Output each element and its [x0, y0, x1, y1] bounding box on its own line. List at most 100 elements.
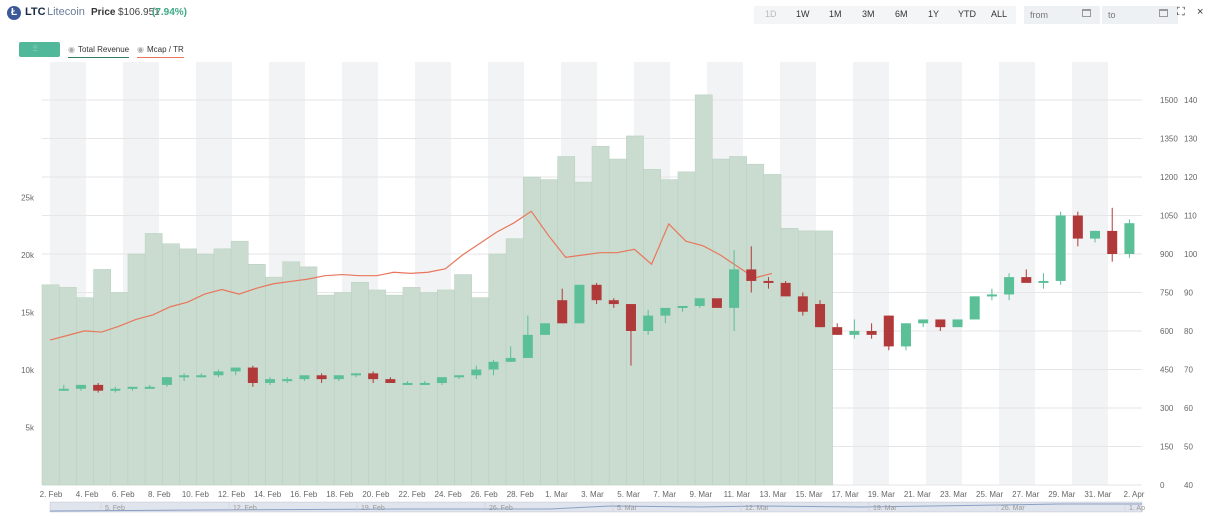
x-tick: 18. Feb: [326, 490, 354, 499]
x-tick: 8. Feb: [148, 490, 171, 499]
revenue-tick: 0: [1160, 481, 1165, 490]
revenue-tick: 300: [1160, 404, 1174, 413]
candle: [368, 373, 379, 380]
calendar-icon[interactable]: [1082, 9, 1091, 17]
range-selector: 1D 1W 1M 3M 6M 1Y YTD ALL: [754, 6, 1016, 24]
candle: [935, 319, 946, 328]
candle: [557, 300, 568, 324]
left-tick: 20k: [21, 251, 35, 260]
revenue-bar: [93, 269, 111, 486]
candlestick-toggle-button[interactable]: ⫶⫶: [19, 42, 60, 57]
revenue-bar: [213, 248, 232, 486]
navigator-label: 5. Feb: [105, 505, 125, 512]
range-1w-button[interactable]: 1W: [796, 9, 810, 19]
revenue-bar: [780, 228, 799, 486]
x-tick: 9. Mar: [689, 490, 712, 499]
candle: [625, 304, 636, 331]
candle: [1055, 215, 1066, 281]
x-tick: 1. Mar: [545, 490, 568, 499]
candle: [797, 296, 808, 312]
candle: [1072, 215, 1083, 239]
revenue-bar: [591, 145, 610, 486]
candle: [402, 382, 413, 385]
x-tick: 11. Mar: [724, 490, 751, 499]
revenue-tick: 750: [1160, 289, 1174, 298]
revenue-bar: [694, 94, 713, 486]
litecoin-icon: Ł: [7, 6, 21, 20]
revenue-bar: [58, 287, 77, 486]
candle: [488, 361, 499, 370]
x-tick: 10. Feb: [182, 490, 210, 499]
x-tick: 20. Feb: [362, 490, 390, 499]
range-1m-button[interactable]: 1M: [829, 9, 842, 19]
coin-name: Litecoin: [47, 6, 85, 18]
candle: [608, 300, 619, 305]
x-tick: 6. Feb: [112, 490, 135, 499]
calendar-icon[interactable]: [1159, 9, 1168, 17]
legend-item-total-revenue[interactable]: ◉ Total Revenue: [68, 45, 130, 58]
x-tick: 2. Apr: [1124, 490, 1145, 499]
candle: [1124, 223, 1135, 254]
revenue-bar: [729, 156, 747, 486]
navigator-label: 1. Ap: [1129, 505, 1145, 512]
range-3m-button[interactable]: 3M: [862, 9, 875, 19]
price-tick: 40: [1184, 481, 1193, 490]
band: [1072, 62, 1108, 485]
candle: [350, 373, 361, 376]
candle: [643, 315, 654, 331]
legend-item-mcap-tr[interactable]: ◉ Mcap / TR: [137, 45, 184, 58]
candle: [763, 280, 774, 283]
candle: [419, 382, 430, 385]
range-1y-button[interactable]: 1Y: [928, 9, 940, 19]
range-all-button[interactable]: ALL: [991, 9, 1008, 19]
navigator: 5. Feb 12. Feb 19. Feb 26. Feb 5. Mar 12. Mar…: [49, 501, 1145, 513]
navigator-label: 5. Mar: [617, 505, 638, 512]
revenue-bar: [333, 292, 352, 486]
revenue-tick: 1200: [1160, 173, 1178, 182]
price-value: $106.951: [118, 7, 160, 18]
candle: [196, 375, 207, 378]
candle: [179, 375, 190, 378]
candle: [282, 379, 293, 382]
x-tick: 12. Feb: [218, 490, 246, 499]
x-tick: 2. Feb: [40, 490, 63, 499]
revenue-bar: [746, 163, 765, 486]
top-bar: Ł LTC Litecoin Price $106.951 (7.94%) 1D…: [0, 0, 1208, 28]
revenue-bar: [162, 243, 180, 486]
price-tick: 120: [1184, 173, 1198, 182]
x-tick: 17. Mar: [832, 490, 859, 499]
revenue-tick: 450: [1160, 366, 1174, 375]
candle: [333, 375, 344, 380]
revenue-bar: [144, 233, 163, 486]
range-1d-button[interactable]: 1D: [765, 9, 777, 19]
revenue-bar: [523, 176, 541, 486]
navigator-label: 26. Mar: [1001, 505, 1025, 512]
x-tick: 3. Mar: [581, 490, 604, 499]
revenue-bar: [763, 174, 782, 486]
candle: [144, 386, 155, 389]
candle: [385, 379, 396, 383]
legend-underline: [68, 57, 130, 58]
date-from-input[interactable]: [1024, 6, 1100, 24]
candle: [436, 377, 447, 383]
candle: [918, 319, 929, 324]
range-ytd-button[interactable]: YTD: [958, 9, 976, 19]
range-6m-button[interactable]: 6M: [895, 9, 908, 19]
candle: [677, 305, 688, 308]
candle: [316, 375, 327, 380]
price-change: (7.94%): [152, 7, 188, 18]
x-tick: 16. Feb: [290, 490, 318, 499]
x-tick: 14. Feb: [254, 490, 282, 499]
candle: [540, 323, 551, 335]
candle: [93, 384, 104, 391]
candle: [849, 331, 860, 335]
x-tick: 27. Mar: [1012, 490, 1039, 499]
candle: [866, 331, 877, 335]
revenue-bar: [798, 230, 816, 486]
candle: [780, 282, 791, 297]
expand-icon[interactable]: ⛶: [1177, 6, 1185, 18]
close-icon[interactable]: ×: [1197, 6, 1204, 18]
x-tick: 22. Feb: [398, 490, 426, 499]
band: [926, 62, 962, 485]
